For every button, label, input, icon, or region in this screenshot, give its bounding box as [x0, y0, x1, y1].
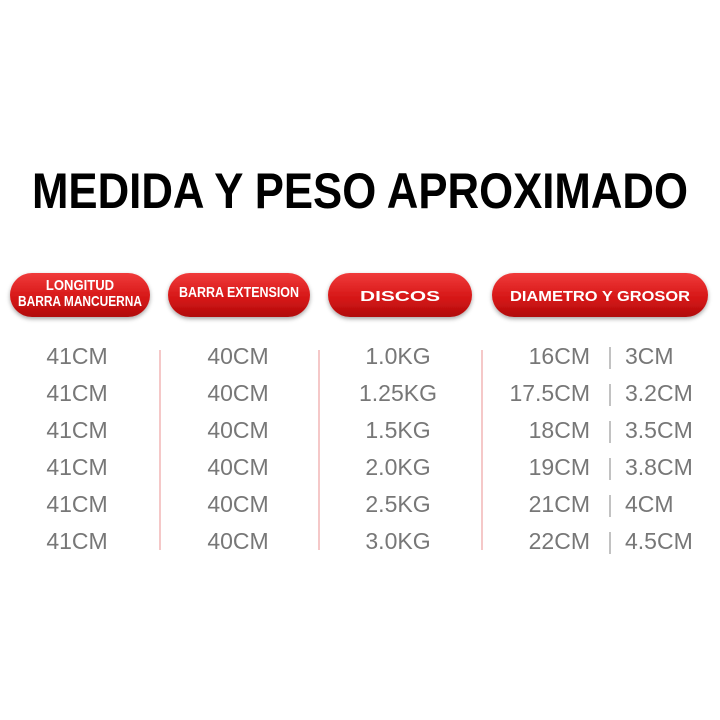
- table-cell: 21CM: [529, 491, 590, 517]
- header-label: DIAMETRO Y GROSOR: [510, 288, 690, 305]
- table-cell: 40CM: [207, 528, 268, 554]
- table-cell: 4CM: [625, 491, 674, 517]
- table-cell: 2.0KG: [365, 454, 430, 480]
- title: MEDIDA Y PESO APROXIMADO: [32, 163, 688, 219]
- table-cell: 41CM: [46, 454, 107, 480]
- header-pill: [328, 273, 472, 317]
- table-cell: 40CM: [207, 343, 268, 369]
- table-cell: 1.5KG: [365, 417, 430, 443]
- table-cell: 41CM: [46, 380, 107, 406]
- table-cell: 41CM: [46, 491, 107, 517]
- table-cell: 22CM: [529, 528, 590, 554]
- header-label: DISCOS: [360, 288, 440, 305]
- table-cell: 19CM: [529, 454, 590, 480]
- table-cell: 40CM: [207, 380, 268, 406]
- table-cell: 2.5KG: [365, 491, 430, 517]
- table-cell: 4.5CM: [625, 528, 693, 554]
- table-cell: 18CM: [529, 417, 590, 443]
- table-cell: 3.5CM: [625, 417, 693, 443]
- table-cell: 41CM: [46, 343, 107, 369]
- table-cell: 3.8CM: [625, 454, 693, 480]
- table-cell: 41CM: [46, 528, 107, 554]
- table-body: 41CM 40CM 1.0KG 16CM 3CM 41CM 40CM 1.25KG 17.5CM…: [46, 343, 692, 554]
- table-cell: 40CM: [207, 491, 268, 517]
- separators: [159, 350, 483, 550]
- table-cell: 16CM: [529, 343, 590, 369]
- header-pill: [168, 273, 310, 317]
- header-label: LONGITUD: [46, 277, 114, 294]
- table-cell: 41CM: [46, 417, 107, 443]
- table-cell: 40CM: [207, 454, 268, 480]
- header-pills: [10, 273, 708, 317]
- table-cell: 1.25KG: [359, 380, 437, 406]
- header-label: BARRA MANCUERNA: [18, 293, 142, 310]
- header-pill: [10, 273, 150, 317]
- table-cell: 3CM: [625, 343, 674, 369]
- table-cell: 1.0KG: [365, 343, 430, 369]
- table-cell: 40CM: [207, 417, 268, 443]
- table-cell: 3.2CM: [625, 380, 693, 406]
- table-cell: 3.0KG: [365, 528, 430, 554]
- header-label: BARRA EXTENSION: [179, 284, 299, 301]
- table-cell: 17.5CM: [509, 380, 590, 406]
- header-pill: [492, 273, 708, 317]
